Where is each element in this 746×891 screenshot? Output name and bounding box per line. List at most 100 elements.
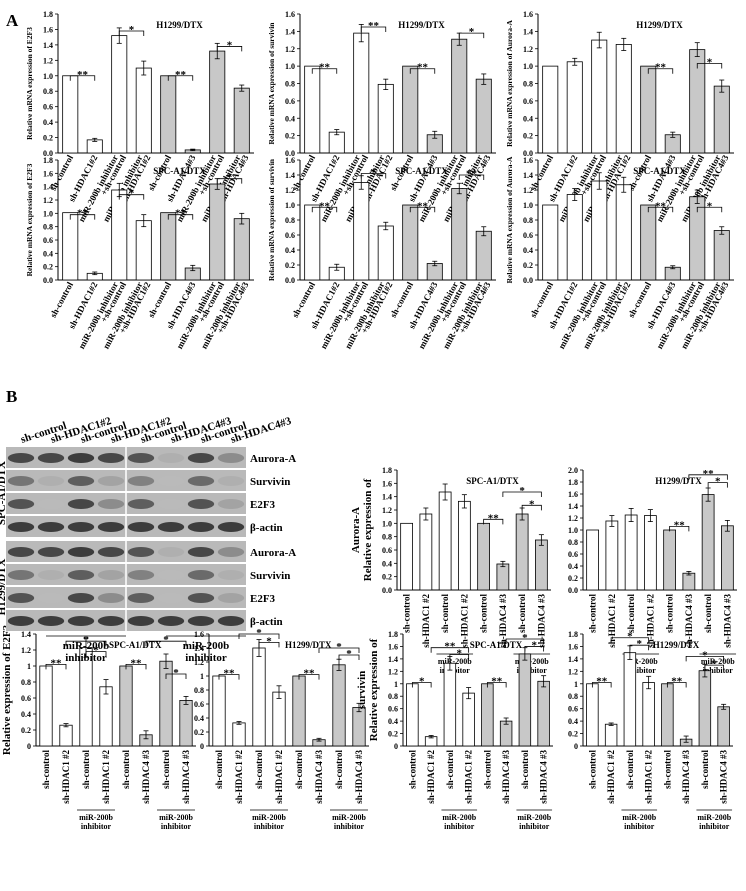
x-tick-label: sh-HDAC4 #3 — [498, 594, 508, 648]
significance-bracket — [409, 68, 436, 74]
y-tick-label: 1.0 — [568, 526, 578, 535]
y-tick-label: 0.4 — [523, 114, 533, 123]
bar — [212, 675, 226, 747]
blot-band — [67, 499, 95, 509]
cell-line-label: H1299/DTX — [0, 559, 8, 616]
y-tick-label: 1.2 — [382, 506, 392, 515]
protein-label: Survivin — [250, 476, 290, 488]
bar — [400, 522, 413, 591]
bar — [713, 85, 730, 154]
significance-label: * — [266, 635, 272, 647]
x-tick-label: sh-HDAC4 #3 — [684, 594, 694, 648]
x-tick-label: sh-HDAC4 #3 — [719, 750, 729, 804]
y-tick-label: 1.4 — [194, 644, 204, 653]
group-label: miR-200b — [183, 640, 229, 652]
y-tick-label: 0.4 — [285, 114, 295, 123]
significance-label: ** — [131, 657, 143, 669]
bar — [353, 182, 370, 281]
blot-band — [67, 522, 95, 532]
bar — [458, 500, 471, 591]
y-tick-label: 0.4 — [388, 717, 398, 726]
blot-band — [37, 547, 65, 557]
y-tick-label: 1.2 — [523, 186, 533, 195]
significance-bracket — [704, 664, 725, 671]
significance-bracket — [360, 173, 387, 179]
blot-band — [37, 522, 65, 532]
y-tick-label: 1.0 — [285, 201, 295, 210]
y-tick-label: 1.2 — [285, 45, 295, 54]
protein-label: Aurora-A — [250, 547, 296, 559]
group-label: miR-200b — [79, 813, 113, 822]
y-tick-label: 0.2 — [382, 573, 392, 582]
group-label: inhibitor — [624, 822, 655, 831]
x-tick-label: sh-control — [445, 750, 455, 789]
significance-label: * — [93, 645, 99, 657]
blot-band — [187, 476, 215, 486]
significance-bracket — [125, 664, 147, 670]
significance-bracket — [258, 642, 280, 648]
group-label: inhibitor — [626, 666, 657, 675]
bar — [663, 529, 676, 591]
x-tick-label: sh-HDAC1 #2 — [607, 594, 617, 648]
y-tick-label: 0.6 — [382, 546, 392, 555]
significance-label: * — [529, 498, 535, 510]
group-label: miR-200b — [515, 657, 549, 666]
bar — [721, 525, 734, 591]
blot-band — [217, 547, 245, 557]
bar — [640, 204, 657, 281]
x-tick-label: sh-control — [294, 750, 304, 789]
chart-title: SPC-A1/DTX — [466, 476, 519, 486]
group-label: inhibitor — [519, 822, 550, 831]
y-tick-label: 1.8 — [43, 10, 53, 19]
y-tick-label: 0.8 — [43, 223, 53, 232]
bar — [451, 188, 468, 281]
group-label: inhibitor — [65, 652, 107, 664]
bar — [39, 665, 53, 747]
x-tick-label: sh-HDAC1 #2 — [459, 594, 469, 648]
significance-bracket — [360, 26, 387, 33]
y-tick-label: 0.0 — [382, 586, 392, 595]
y-tick-label: 0.2 — [523, 261, 533, 270]
y-tick-label: 1.4 — [43, 183, 53, 192]
bar — [292, 675, 306, 747]
significance-bracket — [629, 644, 650, 651]
significance-label: * — [346, 648, 352, 660]
group-label: miR-200b — [63, 640, 109, 652]
y-tick-label: 0.6 — [523, 231, 533, 240]
chart-title: SPC-A1/DTX — [633, 166, 686, 176]
y-axis-label: Aurora-A — [350, 507, 362, 553]
x-tick-label: sh-control — [703, 594, 713, 633]
significance-label: * — [712, 658, 718, 670]
bar — [209, 183, 226, 281]
bar — [604, 723, 618, 747]
blot-band — [67, 616, 95, 626]
bar — [406, 683, 419, 747]
blot-band — [127, 476, 155, 486]
y-tick-label: 1.4 — [388, 655, 398, 664]
bar — [605, 520, 619, 591]
y-tick-label: 1.6 — [285, 156, 295, 165]
y-tick-label: 1.2 — [388, 667, 398, 676]
y-tick-label: 1.4 — [382, 493, 392, 502]
bar — [475, 230, 492, 281]
y-tick-label: 1.6 — [382, 479, 392, 488]
significance-bracket — [458, 32, 485, 39]
x-tick-label: sh-HDAC1 #2 — [274, 750, 284, 804]
y-tick-label: 0.4 — [43, 249, 53, 258]
significance-label: ** — [417, 200, 429, 212]
significance-bracket — [502, 491, 542, 497]
y-tick-label: 1 — [27, 662, 31, 671]
y-tick-label: 0.6 — [43, 236, 53, 245]
x-tick-label: sh-control — [214, 750, 224, 789]
blot-band — [67, 593, 95, 603]
y-tick-label: 0 — [394, 742, 398, 751]
bar — [481, 683, 494, 747]
y-tick-label: 1.6 — [194, 630, 204, 639]
y-tick-label: 0.8 — [194, 686, 204, 695]
group-label: inhibitor — [254, 822, 285, 831]
y-axis-label: Relative expression of E2F3 — [1, 624, 13, 755]
group-label: inhibitor — [517, 666, 548, 675]
y-tick-label: 0.6 — [523, 97, 533, 106]
group-label: miR-200b — [622, 813, 656, 822]
